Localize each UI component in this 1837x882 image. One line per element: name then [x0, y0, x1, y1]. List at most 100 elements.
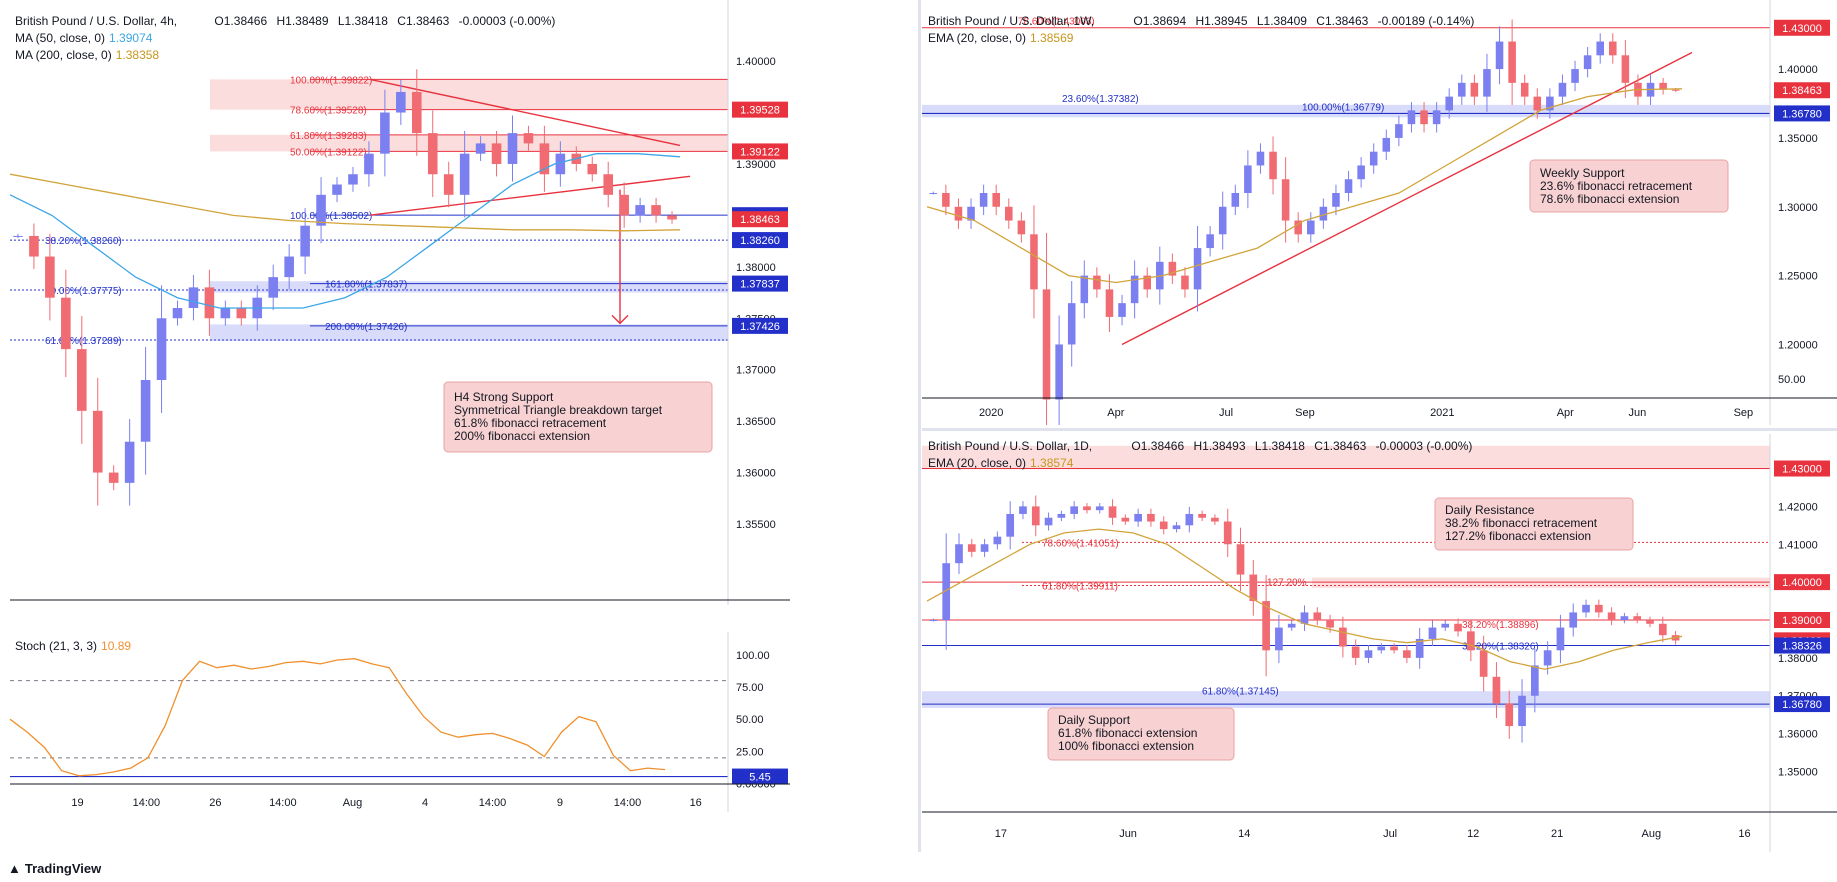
h4-annotation-line: H4 Strong Support — [454, 390, 554, 404]
stoch-price-label: 5.45 — [749, 772, 770, 784]
h4-price-label: 1.38260 — [740, 235, 780, 247]
h4-x-tick: 14:00 — [133, 797, 161, 809]
d1-candle — [1454, 623, 1462, 632]
w1-candle — [954, 206, 963, 221]
d1-x-tick: Jun — [1119, 828, 1137, 840]
h4-x-tick: 4 — [422, 797, 428, 809]
d1-candle — [1300, 612, 1309, 624]
d1-annotation-box — [1047, 707, 1235, 761]
weekly-chart-panel[interactable]: 78.60%(1.43003) 23.60%(1.37382) 100.00%(1.… — [922, 0, 1837, 457]
h4-y-tick: 1.38000 — [736, 262, 776, 274]
daily-chart[interactable]: 78.60%(1.41051) 61.80%(1.39911) 127.20% 38.… — [922, 434, 1837, 852]
stoch-y-tick: 75.00 — [736, 682, 764, 694]
h4-ma50-label: MA (50, close, 0) — [15, 31, 106, 45]
d1-candle — [1095, 506, 1104, 511]
h4-x-tick: 19 — [71, 797, 83, 809]
tradingview-logo[interactable]: ▲ TradingView — [8, 861, 101, 876]
stoch-price-label-bg — [732, 768, 788, 785]
w1-candle — [992, 193, 1000, 207]
w1-ema-value: 1.38569 — [1030, 31, 1074, 45]
d1-candle — [1658, 623, 1667, 636]
h4-fib-label: 161.80%(1.37837) — [325, 280, 407, 291]
d1-y-tick: 1.38000 — [1778, 653, 1818, 665]
h4-candle — [140, 379, 151, 442]
d1-candle — [1467, 631, 1475, 651]
h4-low: L1.38418 — [337, 14, 388, 28]
w1-candle — [1105, 289, 1114, 317]
h4-price-label-bg — [732, 275, 788, 292]
d1-candle — [1364, 650, 1373, 658]
d1-candle — [967, 544, 976, 552]
h4-candle — [284, 256, 294, 278]
h4-candle — [555, 153, 566, 175]
h4-candle — [61, 297, 71, 350]
brand-name: TradingView — [24, 861, 102, 876]
w1-candle — [1596, 41, 1604, 56]
daily-chart-panel[interactable]: 78.60%(1.41051) 61.80%(1.39911) 127.20% 38.… — [922, 434, 1837, 852]
h4-chart[interactable]: 100.00%(1.39822) 78.60%(1.39528) 61.80%(1.… — [0, 0, 790, 605]
d1-candle — [1313, 612, 1322, 620]
h4-candle — [348, 174, 358, 185]
h4-y-tick: 1.39000 — [736, 159, 776, 171]
d1-legend: British Pound / U.S. Dollar, 1D, O1.3846… — [928, 438, 1478, 472]
w1-ema-label: EMA (20, close, 0) — [928, 31, 1027, 45]
h4-candle — [236, 307, 247, 319]
pane-divider[interactable] — [918, 0, 921, 852]
w1-price-label-bg — [1774, 105, 1830, 122]
d1-candle — [1044, 517, 1053, 526]
h4-y-tick: 1.36500 — [736, 416, 776, 428]
d1-fib-label: 78.60%(1.41051) — [1042, 538, 1119, 549]
d1-candle — [1390, 646, 1398, 651]
w1-candle — [1067, 303, 1076, 345]
w1-candle — [1483, 69, 1491, 97]
d1-x-tick: 16 — [1738, 828, 1750, 840]
h4-open: O1.38466 — [214, 14, 268, 28]
h4-annotation-box — [443, 381, 713, 453]
tradingview-icon: ▲ — [8, 861, 21, 876]
h4-zone — [210, 134, 728, 152]
d1-annotation-line: 38.2% fibonacci retracement — [1445, 516, 1598, 530]
h4-candle — [396, 91, 406, 113]
w1-ema-line — [926, 88, 1683, 284]
w1-y-tick: 1.30000 — [1778, 202, 1818, 214]
pane-divider-horizontal[interactable] — [922, 428, 1837, 431]
h4-candle — [188, 287, 199, 308]
w1-x-tick: 2020 — [979, 407, 1003, 419]
w1-x-tick: Apr — [1557, 407, 1574, 419]
h4-fib-label: 50.00%(1.39122) — [290, 147, 367, 158]
h4-candle — [635, 205, 645, 216]
d1-ema-value: 1.38574 — [1030, 456, 1074, 470]
w1-candle — [979, 193, 988, 207]
stoch-panel[interactable]: 100.00 75.00 50.00 25.00 0.00000 5.45 19 14:00 2… — [0, 632, 790, 812]
h4-ma50-line — [9, 153, 681, 309]
w1-annotation-line: 78.6% fibonacci extension — [1540, 192, 1679, 206]
h4-chart-panel[interactable]: 100.00%(1.39822) 78.60%(1.39528) 61.80%(1.… — [0, 0, 790, 605]
w1-candle — [1118, 303, 1126, 317]
h4-price-label-bg — [732, 317, 788, 334]
h4-triangle-lower — [369, 175, 691, 216]
h4-x-tick: 14:00 — [614, 797, 642, 809]
d1-candle — [1070, 506, 1078, 514]
weekly-chart[interactable]: 78.60%(1.43003) 23.60%(1.37382) 100.00%(1.… — [922, 0, 1837, 457]
d1-candle — [1620, 616, 1629, 620]
h4-candle — [316, 194, 326, 226]
d1-high: H1.38493 — [1193, 439, 1246, 453]
h4-annotation-line: Symmetrical Triangle breakdown target — [454, 403, 663, 417]
w1-candle — [1583, 55, 1592, 70]
h4-candle — [124, 441, 135, 483]
h4-high: H1.38489 — [276, 14, 329, 28]
h4-candle — [412, 91, 422, 134]
d1-candle — [1505, 703, 1514, 727]
w1-x-tick: Jul — [1219, 407, 1233, 419]
d1-candle — [1646, 620, 1654, 624]
w1-candle — [1168, 261, 1177, 276]
d1-candle — [1479, 650, 1488, 677]
w1-candle — [1256, 151, 1265, 166]
d1-candle — [980, 544, 989, 552]
h4-annotation-line: 200% fibonacci extension — [454, 429, 590, 443]
h4-candle — [220, 307, 231, 319]
h4-price-label: 1.38463 — [740, 214, 780, 226]
d1-zone — [1312, 577, 1770, 588]
d1-candle — [1633, 616, 1642, 620]
